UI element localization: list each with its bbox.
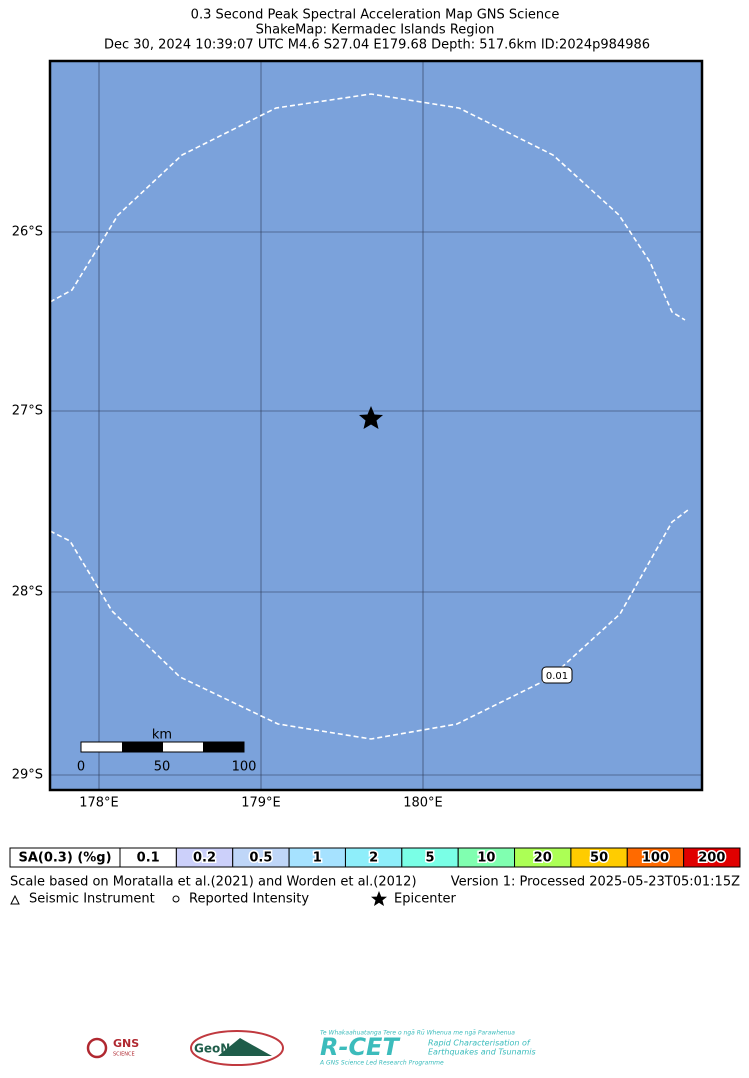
colorbar-cell-label: 0.5 (249, 851, 272, 866)
title-line: ShakeMap: Kermadec Islands Region (256, 23, 495, 38)
geonet-logo: GeoNet (194, 1042, 244, 1056)
colorbar-cell-label: 0.1 (137, 851, 160, 866)
version: Version 1: Processed 2025-05-23T05:01:15… (451, 875, 740, 890)
epicenter-symbol (371, 891, 387, 906)
lat-label: 28°S (12, 585, 43, 600)
symbol-label: Epicenter (394, 892, 457, 907)
scale-label: 0 (77, 760, 85, 775)
geonet-ring (190, 1030, 284, 1066)
scale-note: Scale based on Moratalla et al.(2021) an… (10, 875, 417, 890)
rcet-logo: R-CET (320, 1033, 400, 1061)
lat-label: 26°S (12, 225, 43, 240)
rcet-top: Te Whakaahuatanga Tere o ngā Rū Whenua m… (320, 1030, 515, 1037)
symbol-label: Seismic Instrument (29, 892, 155, 907)
contour (50, 93, 689, 740)
scale-label: 100 (232, 760, 257, 775)
epicenter (359, 406, 383, 429)
colorbar-cell-label: 20 (534, 851, 552, 866)
gns-logo-sub: SCIENCE (113, 1052, 135, 1058)
colorbar-cell-label: 2 (369, 851, 378, 866)
geonet-mountain (218, 1038, 272, 1056)
colorbar: SA(0.3) (%g) 0.1 0.2 0.5 1 2 5 10 20 50 100 200 (9, 847, 741, 868)
lon-label: 179°E (241, 796, 281, 811)
map: 0.01 km 0 50 100 (48, 59, 704, 792)
scale-bar (80, 741, 245, 753)
map-frame (48, 59, 704, 792)
colorbar-cell-label: 200 (698, 851, 725, 866)
lat-label: 29°S (12, 768, 43, 783)
rcet-line: Earthquakes and Tsunamis (428, 1048, 536, 1057)
lon-label: 178°E (79, 796, 119, 811)
colorbar-cell-label: 0.2 (193, 851, 216, 866)
title-line: 0.3 Second Peak Spectral Acceleration Ma… (191, 8, 560, 23)
instrument-symbol (10, 894, 20, 905)
contour-label-box (541, 666, 573, 684)
graticule (50, 61, 702, 790)
colorbar-cell-label: 1 (313, 851, 322, 866)
rcet-bottom: A GNS Science Led Research Programme (319, 1060, 444, 1067)
gns-icon (86, 1037, 108, 1059)
intensity-symbol (172, 895, 180, 903)
logos: GNS SCIENCE GeoNet Te Whakaahuatanga Ter… (86, 1030, 536, 1067)
colorbar-cell-label: 50 (590, 851, 608, 866)
gns-logo: GNS (113, 1037, 139, 1050)
contour-label: 0.01 (546, 671, 568, 682)
colorbar-cell-label: 5 (425, 851, 434, 866)
symbol-label: Reported Intensity (189, 892, 309, 907)
scale-unit: km (152, 728, 172, 743)
scale-label: 50 (154, 760, 171, 775)
colorbar-cell-label: 100 (642, 851, 669, 866)
lat-label: 27°S (12, 404, 43, 419)
colorbar-cell (683, 847, 741, 868)
colorbar-label: SA(0.3) (%g) (18, 851, 111, 866)
rcet-line: Rapid Characterisation of (428, 1039, 531, 1048)
colorbar-cell-label: 10 (477, 851, 495, 866)
title-line: Dec 30, 2024 10:39:07 UTC M4.6 S27.04 E1… (104, 38, 650, 53)
lon-label: 180°E (403, 796, 443, 811)
